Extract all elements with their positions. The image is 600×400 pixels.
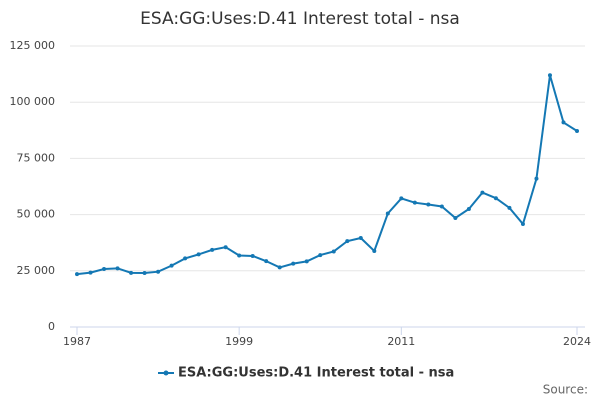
data-point [547, 73, 552, 78]
y-tick-label: 125 000 [10, 39, 56, 52]
data-point [304, 259, 309, 264]
data-point [385, 211, 390, 216]
x-tick-label: 1987 [63, 335, 91, 348]
data-point [493, 196, 498, 201]
data-point [237, 253, 242, 258]
data-point [372, 249, 377, 254]
data-point [142, 271, 147, 276]
data-point [291, 261, 296, 266]
data-point [439, 204, 444, 209]
data-point [250, 253, 255, 258]
data-point [129, 270, 134, 275]
data-point [520, 222, 525, 227]
y-tick-label: 25 000 [17, 264, 56, 277]
data-point [575, 128, 579, 133]
data-point [102, 267, 107, 272]
y-tick-label: 75 000 [17, 151, 56, 164]
data-point [183, 256, 188, 261]
legend-marker [163, 370, 169, 376]
data-point [453, 215, 458, 220]
data-point [115, 266, 120, 271]
data-point [480, 190, 485, 195]
data-point [169, 263, 174, 268]
data-point [358, 235, 363, 240]
data-point [156, 269, 161, 274]
data-point [210, 247, 215, 252]
y-tick-label: 100 000 [10, 95, 56, 108]
data-point [264, 259, 269, 264]
data-point [412, 200, 417, 205]
data-point [561, 120, 566, 125]
data-point [345, 239, 350, 244]
data-point [88, 270, 93, 275]
data-point [318, 253, 323, 258]
legend-label: ESA:GG:Uses:D.41 Interest total - nsa [178, 366, 454, 381]
y-tick-label: 50 000 [17, 208, 56, 221]
data-point [331, 249, 336, 254]
y-tick-label: 0 [48, 320, 55, 333]
data-point [507, 205, 512, 210]
data-point [426, 202, 431, 207]
x-tick-label: 2024 [563, 335, 591, 348]
data-point [196, 252, 201, 257]
data-point [466, 206, 471, 211]
data-point [534, 176, 539, 181]
chart-title: ESA:GG:Uses:D.41 Interest total - nsa [140, 9, 460, 29]
data-point [277, 265, 282, 270]
source: Source: [543, 383, 588, 397]
series-line [76, 74, 578, 276]
data-point [223, 245, 228, 250]
x-tick-label: 2011 [387, 335, 415, 348]
x-tick-label: 1999 [225, 335, 253, 348]
data-point [75, 272, 79, 277]
data-point [399, 196, 404, 201]
